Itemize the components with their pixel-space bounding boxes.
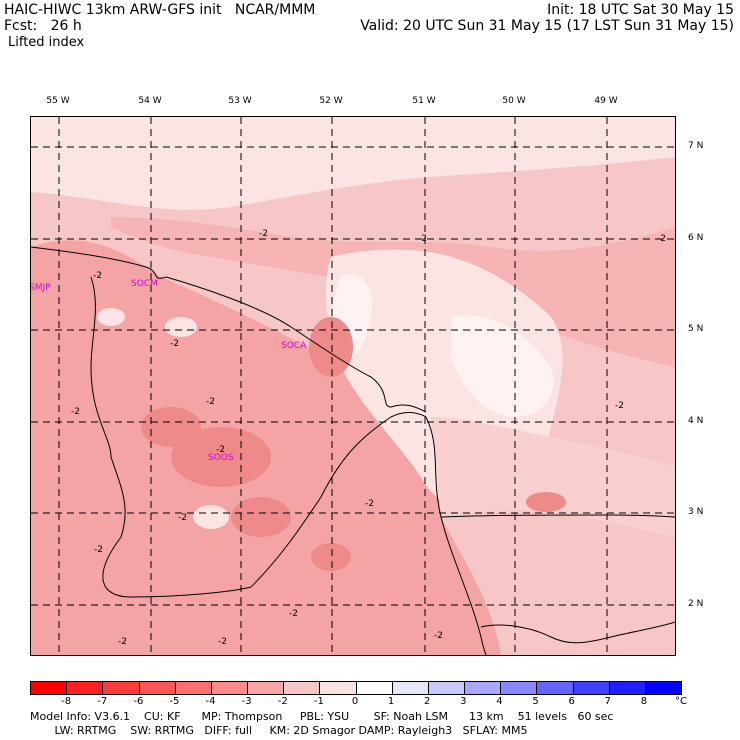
border-french-guiana [425, 416, 487, 655]
lifted-index-map [31, 117, 675, 655]
longitude-label: 52 W [319, 96, 343, 106]
colorbar-tick-label: -4 [205, 696, 216, 707]
longitude-label: 50 W [502, 96, 526, 106]
colorbar-swatch [31, 682, 68, 694]
contour-label: -2 [434, 631, 443, 641]
contour-label: -2 [170, 339, 179, 349]
colorbar-tick-label: 8 [640, 696, 648, 707]
colorbar-tick-label: 7 [604, 696, 611, 707]
latitude-label: 4 N [688, 416, 704, 426]
colorbar-swatch [501, 682, 538, 694]
contour-label: -2 [178, 513, 187, 523]
colorbar-swatch [284, 682, 321, 694]
contour-label: -2 [218, 637, 227, 647]
station-socm: SOCM [131, 279, 158, 289]
colorbar-unit: °C [675, 696, 687, 707]
unstable-blob-6 [311, 543, 351, 571]
colorbar-tick-label: -3 [241, 696, 252, 707]
light-patch-1 [165, 317, 197, 337]
graticule [31, 117, 675, 655]
contour-label: -2 [216, 445, 225, 455]
contour-label: -2 [71, 407, 80, 417]
contour-label: -2 [118, 637, 127, 647]
light-patch-2 [193, 505, 229, 529]
forecast-hour: Fcst: 26 h [4, 18, 82, 34]
valid-time: Valid: 20 UTC Sun 31 May 15 (17 LST Sun … [360, 18, 734, 34]
unstable-blob-2 [141, 407, 201, 447]
coastline [31, 246, 427, 413]
contour-label: -2 [289, 609, 298, 619]
colorbar-tick-label: -6 [133, 696, 144, 707]
colorbar-tick-label: -2 [277, 696, 288, 707]
colorbar-swatch [248, 682, 285, 694]
colorbar-tick-label: -8 [61, 696, 72, 707]
light-region-north [31, 117, 675, 210]
colorbar-swatch [175, 682, 212, 694]
latitude-label: 7 N [688, 141, 704, 151]
longitude-label: 51 W [412, 96, 436, 106]
border-brazil [440, 514, 675, 518]
colorbar-tick-label: -1 [313, 696, 324, 707]
contour-label: -2 [615, 401, 624, 411]
colorbar-tick-label: -7 [97, 696, 108, 707]
contour-label: -2 [93, 271, 102, 281]
longitude-label: 53 W [228, 96, 252, 106]
longitude-label: 54 W [138, 96, 162, 106]
light-patch-3 [97, 308, 125, 326]
colorbar-swatch [67, 682, 104, 694]
colorbar-swatch [609, 682, 646, 694]
init-time: Init: 18 UTC Sat 30 May 15 [547, 2, 734, 18]
border-suriname-guyana [90, 276, 427, 598]
colorbar-swatch [139, 682, 176, 694]
colorbar-swatch [573, 682, 610, 694]
contour-label: -2 [657, 234, 666, 244]
colorbar-tick-label: 4 [496, 696, 503, 707]
colorbar-swatch [211, 682, 249, 694]
model-info-line-1: Model Info: V3.6.1 CU: KF MP: Thompson P… [30, 710, 614, 723]
model-title: HAIC-HIWC 13km ARW-GFS init NCAR/MMM [4, 2, 316, 18]
moderate-band-central [111, 217, 675, 367]
colorbar-swatch [537, 682, 574, 694]
latitude-label: 2 N [688, 599, 704, 609]
colorbar-swatch [645, 682, 682, 694]
station-soos: SOOS [208, 453, 234, 463]
colorbar-tick-label: 0 [351, 696, 359, 707]
unstable-blob-1 [171, 427, 271, 487]
contour-label: -2 [94, 545, 103, 555]
colorbar-tick-label: 6 [568, 696, 575, 707]
colorbar-tick-label: 1 [387, 696, 395, 707]
longitude-label: 55 W [46, 96, 70, 106]
latitude-label: 6 N [688, 233, 704, 243]
colorbar-swatch [356, 682, 393, 694]
colorbar-swatch [428, 682, 466, 694]
contour-label: -2 [259, 229, 268, 239]
colorbar-tick-label: -5 [169, 696, 180, 707]
colorbar-tick-label: 2 [424, 696, 431, 707]
colorbar-tick-label: 3 [460, 696, 467, 707]
colorbar [30, 681, 682, 695]
station-soca: SOCA [281, 341, 307, 351]
field-name: Lifted index [8, 35, 85, 50]
unstable-blob-4 [309, 317, 353, 377]
unstable-blob-3 [231, 497, 291, 537]
station-smjp: SMJP [30, 283, 51, 293]
colorbar-swatch [465, 682, 502, 694]
latitude-label: 5 N [688, 324, 704, 334]
unstable-blob-5 [526, 492, 566, 512]
latitude-label: 3 N [688, 507, 704, 517]
contour-label: -2 [206, 397, 215, 407]
near-neutral-spot-2 [451, 315, 554, 417]
colorbar-swatch [392, 682, 429, 694]
colorbar-swatch [103, 682, 140, 694]
contour-label: -2 [365, 499, 374, 509]
contour-label: -2 [418, 234, 427, 244]
model-info-line-2: LW: RRTMG SW: RRTMG DIFF: full KM: 2D Sm… [30, 724, 528, 737]
colorbar-tick-label: 5 [532, 696, 539, 707]
map-panel: -2 -2 -2 -2 -2 -2 -2 -2 -2 -2 -2 -2 -2 -2 -2 -2 SMJP SO… [30, 116, 676, 656]
longitude-label: 49 W [594, 96, 618, 106]
pale-region-southeast [431, 417, 675, 537]
colorbar-swatch [320, 682, 357, 694]
